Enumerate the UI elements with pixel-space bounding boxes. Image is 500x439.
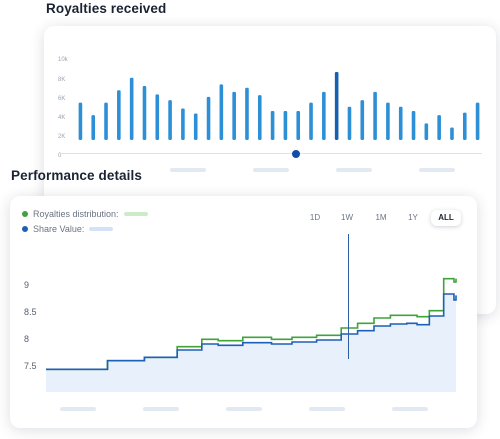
royalty-bar[interactable] bbox=[386, 102, 390, 140]
legend-value-placeholder bbox=[123, 212, 148, 216]
royalty-bar[interactable] bbox=[117, 90, 121, 140]
royalty-bar[interactable] bbox=[475, 102, 480, 140]
royalty-bar[interactable] bbox=[155, 94, 160, 140]
axis-label-placeholder bbox=[309, 407, 345, 411]
royalty-bar[interactable] bbox=[322, 91, 326, 140]
royalty-bar[interactable] bbox=[91, 115, 96, 140]
royalty-bar[interactable] bbox=[104, 102, 108, 140]
timeline-track[interactable] bbox=[58, 153, 482, 154]
axis-label-placeholder bbox=[170, 168, 206, 172]
royalty-bar[interactable] bbox=[142, 86, 147, 140]
axis-label-placeholder bbox=[226, 407, 262, 411]
legend-share: Share Value: bbox=[22, 224, 114, 234]
axis-label-placeholder bbox=[60, 407, 96, 411]
legend-share-label: Share Value: bbox=[33, 224, 85, 234]
royalty-bar[interactable] bbox=[424, 123, 429, 140]
royalty-bar[interactable] bbox=[232, 91, 236, 140]
y-tick: 8.5 bbox=[24, 307, 37, 317]
y-tick: 8K bbox=[58, 77, 66, 83]
royalty-bar[interactable] bbox=[450, 127, 454, 140]
royalty-bar[interactable] bbox=[309, 102, 313, 140]
performance-card: Royalties distribution: Share Value: 1D … bbox=[10, 196, 477, 428]
range-1w-button[interactable]: 1W bbox=[332, 210, 362, 226]
royalty-bar[interactable] bbox=[437, 115, 441, 140]
axis-label-placeholder bbox=[253, 168, 289, 172]
royalty-bar[interactable] bbox=[181, 108, 185, 140]
y-tick: 7.5 bbox=[24, 361, 37, 371]
timeline-handle[interactable] bbox=[292, 150, 300, 158]
royalty-bar[interactable] bbox=[373, 91, 377, 140]
range-1m-button[interactable]: 1M bbox=[366, 210, 396, 226]
legend-royalties-label: Royalties distribution: bbox=[33, 209, 119, 219]
royalty-bar[interactable] bbox=[360, 100, 365, 140]
royalty-bar[interactable] bbox=[129, 77, 134, 140]
y-tick: 6K bbox=[58, 96, 66, 102]
royalty-bar[interactable] bbox=[206, 96, 211, 140]
royalty-bar[interactable] bbox=[168, 100, 172, 140]
royalty-bar[interactable] bbox=[411, 110, 416, 140]
legend-dot-blue bbox=[22, 226, 28, 232]
axis-label-placeholder bbox=[143, 407, 179, 411]
y-tick: 10k bbox=[58, 57, 68, 63]
cursor-line[interactable] bbox=[348, 234, 349, 359]
axis-label-placeholder bbox=[336, 168, 372, 172]
range-1y-button[interactable]: 1Y bbox=[398, 210, 428, 226]
royalty-bar[interactable] bbox=[347, 106, 352, 140]
royalty-bar[interactable] bbox=[245, 87, 249, 140]
royalty-bar[interactable] bbox=[219, 84, 224, 140]
legend-royalties: Royalties distribution: bbox=[22, 209, 148, 219]
share-value-line bbox=[46, 293, 457, 371]
performance-line-chart bbox=[46, 277, 457, 392]
y-tick: 8 bbox=[24, 334, 30, 344]
y-tick: 9 bbox=[24, 280, 30, 290]
royalty-bar[interactable] bbox=[78, 102, 83, 140]
royalty-bar[interactable] bbox=[334, 71, 339, 140]
y-tick: 2K bbox=[58, 134, 66, 140]
performance-title: Performance details bbox=[11, 168, 142, 183]
royalty-bar[interactable] bbox=[283, 110, 288, 140]
legend-value-placeholder bbox=[89, 227, 114, 231]
royalty-bar[interactable] bbox=[296, 110, 301, 140]
y-tick: 0 bbox=[58, 153, 62, 159]
royalty-bar[interactable] bbox=[462, 112, 467, 140]
axis-label-placeholder bbox=[392, 407, 428, 411]
range-1d-button[interactable]: 1D bbox=[300, 210, 330, 226]
legend-dot-green bbox=[22, 211, 28, 217]
royalty-bar[interactable] bbox=[257, 95, 262, 140]
royalty-bar[interactable] bbox=[193, 113, 198, 140]
range-all-button[interactable]: ALL bbox=[431, 210, 461, 226]
royalties-title: Royalties received bbox=[46, 1, 167, 16]
y-tick: 4K bbox=[58, 115, 66, 121]
royalty-bar[interactable] bbox=[270, 110, 275, 140]
axis-label-placeholder bbox=[419, 168, 455, 172]
royalties-bar-chart bbox=[78, 71, 480, 140]
royalty-bar[interactable] bbox=[398, 106, 403, 140]
